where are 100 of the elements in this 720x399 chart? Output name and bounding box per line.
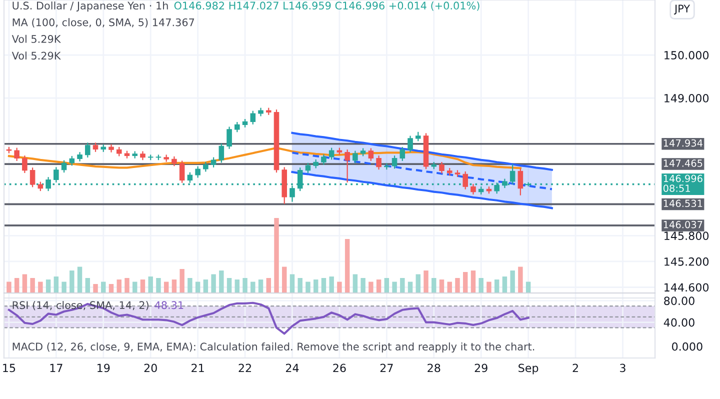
bar (462, 272, 468, 293)
bar (70, 270, 74, 293)
bar (432, 278, 436, 293)
bar (282, 266, 287, 293)
x-tick-label: 20 (144, 364, 157, 372)
x-tick-label: 22 (238, 364, 251, 372)
ref-line-label: 147.934 (664, 139, 702, 147)
chart-title: U.S. Dollar / Japanese Yen · 1h (12, 1, 168, 12)
line-series (8, 302, 530, 335)
x-tick-label: 17 (50, 364, 62, 372)
bar (124, 278, 130, 293)
bar (38, 282, 43, 293)
bar (22, 274, 28, 293)
bar (62, 282, 66, 293)
x-tick-label: 28 (428, 364, 440, 372)
bar (156, 278, 161, 293)
bar (290, 274, 295, 293)
bar (494, 280, 500, 293)
bar (384, 278, 390, 293)
text: 0.000 (672, 342, 702, 351)
candlestick (30, 168, 36, 188)
y-tick-label: 40.00 (664, 318, 694, 327)
bar (274, 218, 279, 293)
bar (203, 280, 208, 293)
bar (219, 270, 224, 293)
candlestick (400, 146, 406, 161)
bar (416, 274, 421, 293)
bar (424, 270, 428, 293)
candlestick (305, 162, 311, 173)
bar (108, 284, 114, 293)
y-tick-label: 145.800 (664, 232, 709, 240)
candlestick (22, 156, 28, 173)
bar (46, 280, 51, 293)
bar (93, 284, 98, 293)
bar (306, 282, 310, 293)
candlestick (61, 160, 67, 173)
y-tick-label: 150.000 (664, 51, 709, 60)
line-series (291, 132, 553, 171)
y-tick-label: 80.00 (664, 296, 694, 306)
bar (400, 278, 405, 293)
bar (321, 278, 326, 293)
chart-subtitle: O146.982 H147.027 L146.959 C146.996 +0.014 (+0.01%) (174, 2, 480, 11)
x-tick-label: 24 (286, 364, 299, 372)
bar (298, 278, 302, 293)
bar (518, 266, 523, 293)
annotation: Vol 5.29K (12, 34, 61, 43)
bar (116, 280, 122, 293)
annotation: MA (100, close, 0, SMA, 5) 147.367 (12, 18, 194, 28)
annotation: Vol 5.29K (12, 52, 61, 60)
annotation: MACD (12, 26, close, 9, EMA, EMA): Calculation failed. Remove the script and reapply it to the chart. (12, 342, 534, 353)
x-tick-label: Sep (518, 364, 538, 374)
bar (376, 280, 382, 293)
bar (486, 282, 492, 293)
bar (85, 278, 90, 293)
bar (510, 270, 515, 293)
y-tick-label: 149.000 (664, 94, 709, 102)
bar (455, 278, 460, 293)
bar (392, 282, 397, 293)
candlestick (462, 171, 468, 190)
bar (360, 278, 366, 293)
candlestick (218, 144, 224, 163)
bar (344, 239, 350, 293)
bar (258, 280, 264, 293)
x-tick-label: 19 (98, 364, 110, 372)
candlestick (195, 166, 200, 178)
bar (180, 269, 184, 293)
bar (478, 278, 484, 293)
bar (6, 282, 12, 293)
text: JPY (674, 4, 690, 14)
ref-line-label: 147.465 (664, 160, 702, 167)
ref-line-label: 146.531 (664, 200, 702, 208)
candlestick (210, 157, 216, 168)
candlestick (156, 154, 162, 160)
x-tick-label: 2 (572, 364, 578, 372)
candlestick (408, 136, 413, 152)
candlestick (234, 122, 240, 132)
bar (313, 280, 318, 293)
bar (470, 270, 476, 293)
candlestick (470, 184, 476, 194)
bar (54, 276, 59, 293)
bar (266, 278, 271, 293)
bar (148, 276, 153, 293)
candlestick (328, 148, 334, 160)
annotation: 48.31 (154, 301, 184, 310)
line-series (291, 152, 553, 190)
bar (77, 266, 82, 293)
x-tick-label: 29 (474, 364, 488, 372)
candlestick (14, 148, 20, 161)
bar (226, 278, 232, 293)
bar (337, 282, 342, 293)
y-tick-label: 145.200 (664, 257, 709, 266)
candlestick (85, 142, 90, 158)
line-series (291, 170, 553, 210)
bar (352, 274, 358, 293)
bar (234, 280, 240, 293)
candlestick (368, 148, 374, 161)
bar (502, 276, 508, 293)
x-tick-label: 3 (620, 364, 626, 372)
bar (250, 282, 256, 293)
x-tick-label: 26 (333, 364, 346, 372)
